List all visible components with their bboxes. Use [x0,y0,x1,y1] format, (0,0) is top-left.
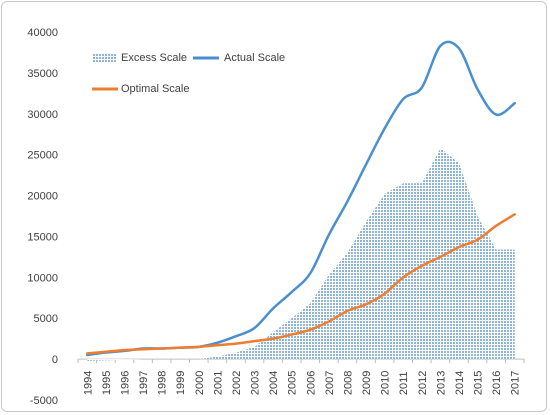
y-tick-label: -5000 [30,395,58,407]
x-tick-label: 2000 [194,371,206,395]
x-tick-label: 1996 [119,371,131,395]
y-tick-label: 30000 [27,109,58,121]
x-tick-label: 2016 [491,371,503,395]
series-line-optimal-scale [86,213,516,355]
x-tick-label: 1999 [175,371,187,395]
legend-label-excess-scale: Excess Scale [121,52,187,64]
y-tick-label: 5000 [34,313,58,325]
y-tick-label: 20000 [27,191,58,203]
x-tick-label: 2017 [510,371,522,395]
x-tick-label: 2012 [417,371,429,395]
x-axis: 1994 1995 1996 1997 1998 1999 2000 2001 2002 2003… [77,359,525,395]
x-tick-label: 2015 [473,371,485,395]
x-tick-label: 2010 [380,371,392,395]
y-tick-label: 25000 [27,150,58,162]
legend: Excess Scale Actual Scale Optimal Scale [92,52,285,95]
x-tick-label: 1998 [157,371,169,395]
y-tick-label: 40000 [27,27,58,39]
x-tick-label: 1997 [138,371,150,395]
y-tick-label: 0 [52,354,58,366]
x-tick-label: 2003 [250,371,262,395]
x-tick-label: 1994 [82,371,94,395]
series-area-excess-scale [87,148,515,361]
x-tick-label: 2014 [454,371,466,395]
legend-label-actual-scale: Actual Scale [224,52,285,64]
legend-item-excess-scale: Excess Scale [92,52,187,64]
legend-item-optimal-scale: Optimal Scale [92,83,189,95]
series-layer [86,40,516,361]
x-tick-label: 2002 [231,371,243,395]
x-tick-label: 2013 [435,371,447,395]
x-tick-label: 2007 [324,371,336,395]
x-tick-label: 2006 [305,371,317,395]
y-tick-label: 10000 [27,272,58,284]
x-tick-label: 2004 [268,371,280,395]
x-tick-label: 2011 [398,371,410,395]
legend-swatch-excess-scale [92,53,116,62]
x-tick-label: 2008 [342,371,354,395]
y-tick-label: 15000 [27,231,58,243]
x-tick-label: 1995 [101,371,113,395]
x-tick-label: 2005 [287,371,299,395]
y-tick-label: 35000 [27,68,58,80]
x-tick-label: 2009 [361,371,373,395]
x-tick-label: 2001 [212,371,224,395]
legend-item-actual-scale: Actual Scale [193,52,285,64]
legend-label-optimal-scale: Optimal Scale [121,83,189,95]
